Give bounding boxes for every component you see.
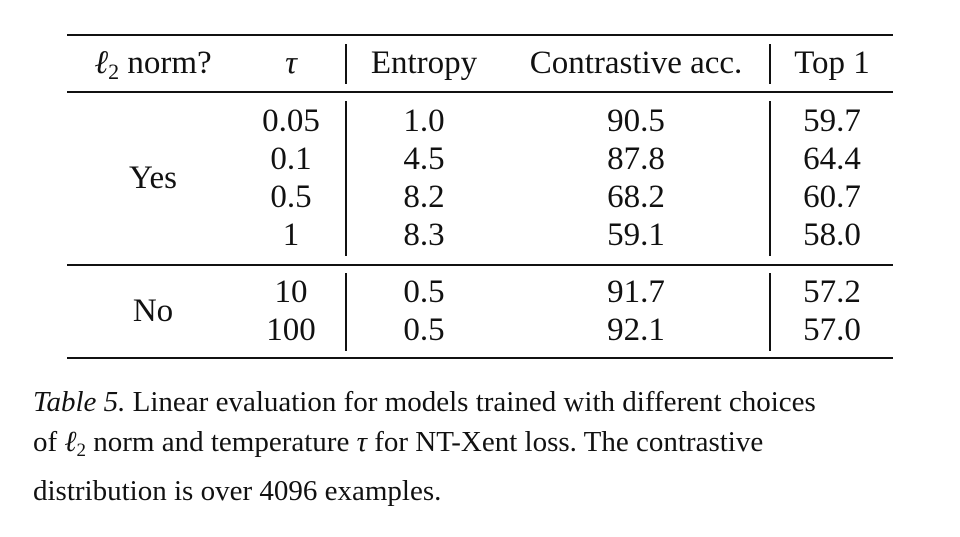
- caption-line-3: distribution is over 4096 examples.: [33, 475, 442, 507]
- cell-tau: 10: [274, 274, 308, 310]
- caption-ell-symbol: ℓ: [64, 426, 77, 458]
- caption-tau-symbol: τ: [356, 426, 367, 458]
- caption-ell-subscript: 2: [76, 440, 87, 461]
- cell-top1: 57.2: [803, 274, 861, 310]
- cell-contrastive-acc: 90.5: [607, 103, 665, 139]
- header-top1: Top 1: [794, 45, 870, 81]
- cell-tau: 0.5: [270, 179, 312, 215]
- header-contrastive-acc: Contrastive acc.: [529, 45, 743, 81]
- group-label-no: No: [132, 293, 174, 329]
- top-rule: [67, 34, 893, 36]
- cell-entropy: 4.5: [403, 141, 445, 177]
- cell-entropy: 1.0: [403, 103, 445, 139]
- caption-line-1: Table 5. Linear evaluation for models tr…: [33, 382, 933, 422]
- bottom-rule: [67, 357, 893, 359]
- cell-entropy: 8.3: [403, 217, 445, 253]
- cell-entropy: 0.5: [403, 312, 445, 348]
- header-divider-left: [345, 44, 347, 84]
- cell-tau: 1: [282, 217, 300, 253]
- cell-top1: 57.0: [803, 312, 861, 348]
- caption-label: Table 5.: [33, 386, 126, 418]
- cell-contrastive-acc: 59.1: [607, 217, 665, 253]
- caption-line-2-a: of: [33, 426, 65, 458]
- group-label-yes: Yes: [128, 160, 178, 196]
- cell-top1: 58.0: [803, 217, 861, 253]
- header-tau: τ: [285, 45, 297, 81]
- header-norm-text: norm?: [119, 45, 212, 81]
- cell-contrastive-acc: 91.7: [607, 274, 665, 310]
- header-divider-right: [769, 44, 771, 84]
- caption-line-1-text: Linear evaluation for models trained wit…: [125, 386, 816, 418]
- caption-line-2-b: norm and temperature: [86, 426, 357, 458]
- body-divider-left-no: [345, 273, 347, 351]
- body-divider-right-yes: [769, 101, 771, 256]
- cell-contrastive-acc: 87.8: [607, 141, 665, 177]
- header-l2-norm: ℓ2 norm?: [94, 44, 211, 91]
- ell-subscript: 2: [108, 59, 120, 84]
- cell-tau: 0.05: [262, 103, 320, 139]
- cell-top1: 60.7: [803, 179, 861, 215]
- header-rule: [67, 91, 893, 93]
- cell-tau: 0.1: [270, 141, 312, 177]
- caption-line-2: of ℓ2 norm and temperature τ for NT-Xent…: [33, 422, 933, 471]
- caption-line-2-c: for NT-Xent loss. The contrastive: [366, 426, 764, 458]
- cell-top1: 59.7: [803, 103, 861, 139]
- cell-top1: 64.4: [803, 141, 861, 177]
- body-divider-right-no: [769, 273, 771, 351]
- body-divider-left-yes: [345, 101, 347, 256]
- ell-symbol: ℓ: [94, 45, 109, 81]
- cell-contrastive-acc: 68.2: [607, 179, 665, 215]
- cell-entropy: 0.5: [403, 274, 445, 310]
- header-entropy: Entropy: [370, 45, 478, 81]
- group-separator-rule: [67, 264, 893, 266]
- cell-entropy: 8.2: [403, 179, 445, 215]
- cell-tau: 100: [266, 312, 316, 348]
- table-caption: Table 5. Linear evaluation for models tr…: [33, 382, 933, 511]
- cell-contrastive-acc: 92.1: [607, 312, 665, 348]
